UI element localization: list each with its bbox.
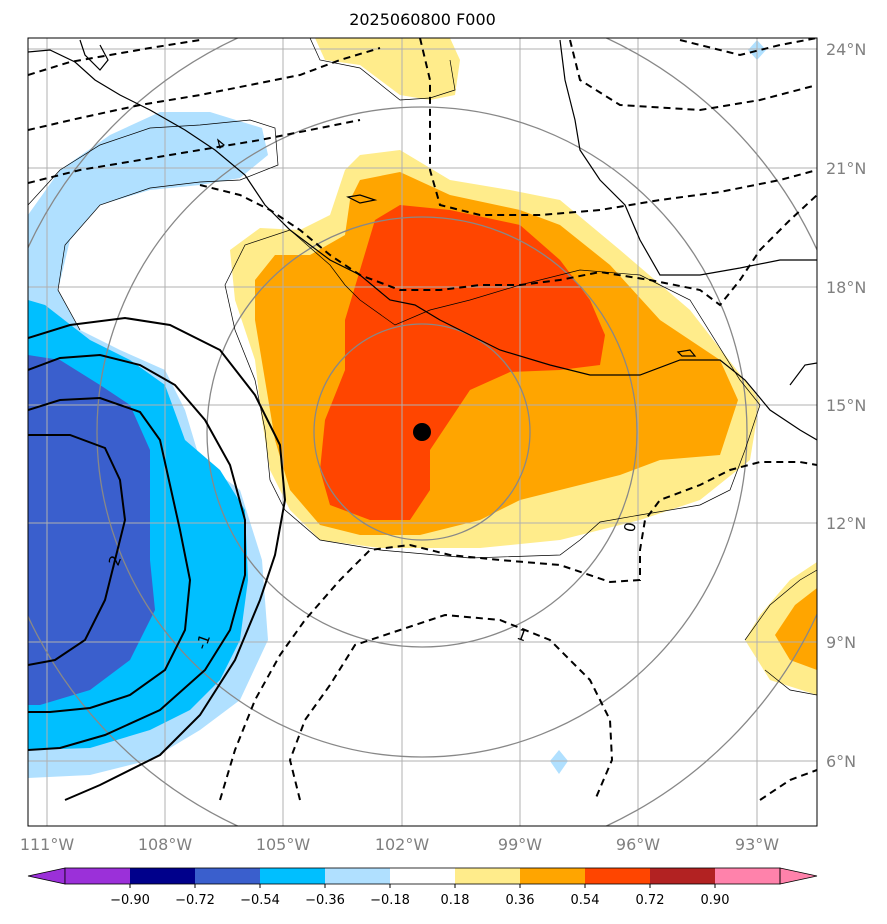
lon-label-105: 105°W — [256, 835, 311, 854]
lon-label-111: 111°W — [20, 835, 75, 854]
lon-label-102: 102°W — [375, 835, 430, 854]
lon-label-108: 108°W — [138, 835, 193, 854]
colorbar-cell — [650, 868, 716, 884]
fill-neg-054 — [28, 355, 155, 705]
colorbar-tick-label: −0.72 — [175, 893, 215, 908]
range-rings — [28, 38, 817, 826]
colorbar-cell — [585, 868, 651, 884]
lat-label-9: 9°N — [826, 633, 856, 652]
colorbar-cell — [715, 868, 781, 884]
colorbar-tick-label: −0.90 — [110, 893, 150, 908]
map-title: 2025060800 F000 — [349, 10, 496, 29]
fill-pos-se-036 — [775, 588, 817, 670]
lat-label-6: 6°N — [826, 752, 856, 771]
colorbar-arrow-high — [779, 867, 818, 885]
latitude-labels: 24°N 21°N 18°N 15°N 12°N 9°N 6°N — [826, 40, 866, 771]
colorbar-cell — [325, 868, 391, 884]
colorbar-cell — [390, 868, 456, 884]
lat-label-21: 21°N — [826, 159, 866, 178]
lat-label-15: 15°N — [826, 396, 866, 415]
colorbar-cell — [455, 868, 521, 884]
colorbar-tick-label: −0.36 — [305, 893, 345, 908]
colorbar-tick-label: 0.72 — [636, 893, 665, 908]
contour-label-neg2: -2 — [103, 553, 125, 573]
thin-contours — [28, 38, 817, 696]
colorbar-cell — [520, 868, 586, 884]
colorbar-arrow-low — [27, 867, 66, 885]
lon-label-93: 93°W — [735, 835, 779, 854]
lon-label-96: 96°W — [616, 835, 660, 854]
dashed-contours — [28, 38, 817, 801]
longitude-labels: 111°W 108°W 105°W 102°W 99°W 96°W 93°W — [20, 835, 779, 854]
contour-label-neg1: -1 — [192, 632, 214, 652]
colorbar-outline — [64, 867, 781, 885]
colorbar-cell — [260, 868, 326, 884]
colorbar-tick-label: −0.18 — [370, 893, 410, 908]
filled-contours — [28, 38, 817, 778]
lon-label-99: 99°W — [498, 835, 542, 854]
colorbar-tick-label: −0.54 — [240, 893, 280, 908]
coastlines — [28, 39, 817, 441]
colorbar-tick-label: 0.54 — [571, 893, 600, 908]
lat-label-12: 12°N — [826, 514, 866, 533]
lat-lon-grid — [28, 38, 817, 826]
colorbar: −0.90 −0.72 −0.54 −0.36 −0.18 0.18 0.36 0.54 0.7… — [27, 867, 818, 908]
colorbar-cell — [130, 868, 196, 884]
fill-neg-small-2 — [550, 750, 568, 774]
map-frame — [27, 37, 818, 827]
colorbar-tick-label: 0.18 — [441, 893, 470, 908]
colorbar-tick-label: 0.90 — [701, 893, 730, 908]
colorbar-cell — [195, 868, 261, 884]
contour-label-zero: 0 — [620, 521, 639, 534]
storm-center-marker — [413, 423, 431, 441]
lat-label-24: 24°N — [826, 40, 866, 59]
colorbar-tick-label: 0.36 — [506, 893, 535, 908]
solid-contours — [28, 316, 287, 801]
lat-label-18: 18°N — [826, 278, 866, 297]
colorbar-cell — [65, 868, 131, 884]
